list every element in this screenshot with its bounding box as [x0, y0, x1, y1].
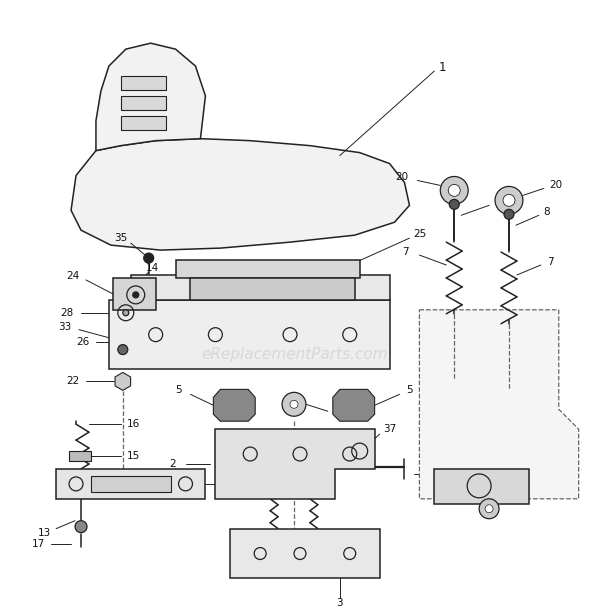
Text: 8: 8	[543, 207, 550, 218]
Text: 35: 35	[114, 233, 127, 243]
Text: 8: 8	[496, 197, 502, 207]
Text: 20: 20	[395, 172, 408, 183]
Polygon shape	[115, 373, 130, 390]
Circle shape	[504, 210, 514, 219]
Circle shape	[133, 292, 139, 298]
Text: 15: 15	[127, 451, 140, 461]
Polygon shape	[191, 278, 355, 300]
Text: 5: 5	[406, 386, 413, 395]
Circle shape	[449, 199, 459, 210]
Circle shape	[479, 499, 499, 519]
Text: 14: 14	[146, 263, 159, 273]
Polygon shape	[109, 300, 389, 370]
Polygon shape	[121, 76, 166, 90]
Text: 1: 1	[438, 60, 446, 73]
Polygon shape	[71, 139, 409, 250]
Text: 5: 5	[175, 386, 182, 395]
Circle shape	[448, 185, 460, 196]
Text: eReplacementParts.com: eReplacementParts.com	[202, 347, 388, 362]
Polygon shape	[69, 451, 91, 461]
Circle shape	[485, 505, 493, 513]
Polygon shape	[91, 476, 171, 492]
Text: 26: 26	[76, 337, 90, 346]
Circle shape	[144, 253, 153, 263]
Text: 3: 3	[336, 598, 343, 609]
Text: 37: 37	[383, 424, 396, 434]
Polygon shape	[230, 529, 379, 579]
Polygon shape	[214, 389, 255, 421]
Text: 22: 22	[67, 376, 80, 386]
Circle shape	[282, 392, 306, 416]
Text: 24: 24	[67, 271, 80, 281]
Text: 33: 33	[58, 322, 72, 332]
Text: 7: 7	[402, 247, 409, 257]
Polygon shape	[96, 43, 205, 151]
Text: 6: 6	[335, 409, 341, 419]
Circle shape	[290, 400, 298, 408]
Text: 12: 12	[248, 479, 262, 489]
Circle shape	[495, 186, 523, 214]
Polygon shape	[121, 116, 166, 130]
Polygon shape	[176, 260, 360, 278]
Circle shape	[503, 194, 515, 207]
Text: 20: 20	[549, 180, 562, 191]
Polygon shape	[113, 278, 156, 310]
Polygon shape	[419, 310, 579, 499]
Polygon shape	[56, 469, 205, 499]
Text: 16: 16	[127, 419, 140, 429]
Text: 21: 21	[441, 469, 454, 479]
Polygon shape	[121, 96, 166, 110]
Circle shape	[118, 345, 128, 354]
Text: 25: 25	[413, 229, 426, 239]
Text: 17: 17	[32, 538, 45, 549]
Polygon shape	[215, 429, 375, 499]
Circle shape	[440, 177, 468, 204]
Polygon shape	[333, 389, 375, 421]
Polygon shape	[131, 275, 389, 300]
Text: 13: 13	[38, 528, 51, 538]
Circle shape	[75, 521, 87, 533]
Text: 2: 2	[169, 459, 176, 469]
Polygon shape	[434, 469, 529, 504]
Circle shape	[123, 310, 129, 316]
Text: 10: 10	[345, 313, 358, 323]
Text: 7: 7	[548, 257, 554, 267]
Text: 28: 28	[60, 308, 74, 318]
